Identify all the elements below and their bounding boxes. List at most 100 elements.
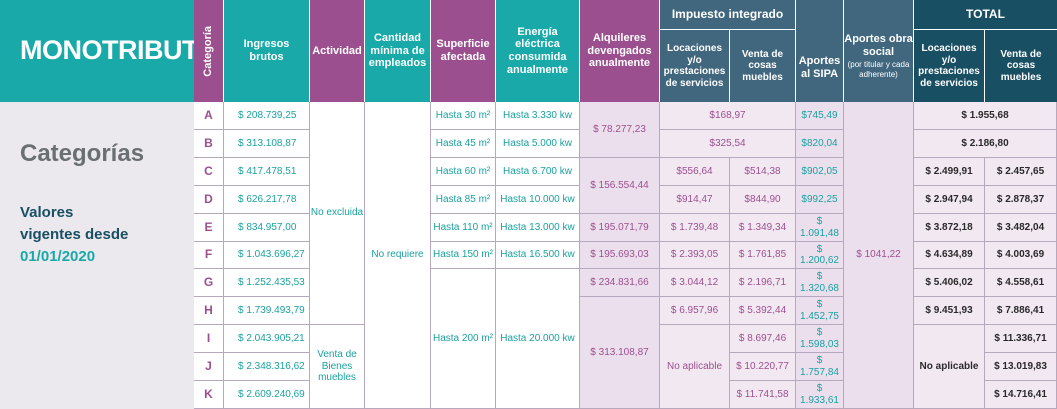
- ingresos-value: $ 417.478,51: [224, 158, 310, 186]
- header-total: TOTAL: [914, 0, 1057, 30]
- sipa-value: $ 1.320,68: [796, 269, 844, 297]
- category-letter: B: [194, 130, 224, 158]
- header-empleados: Cantidad mínima de empleados: [365, 0, 431, 102]
- vigentes-line1: Valores: [20, 204, 74, 221]
- header-actividad: Actividad: [310, 0, 365, 102]
- sipa-value: $ 1.091,48: [796, 214, 844, 242]
- imp-venta-value: $ 8.697,46: [730, 325, 796, 353]
- category-letter: J: [194, 353, 224, 381]
- vigentes-line2: vigentes desde: [20, 226, 129, 243]
- empleados-no-requiere: No requiere: [365, 102, 431, 409]
- header-obra-social: Aportes obra social (por titular y cada …: [844, 0, 914, 102]
- energia-value: Hasta 20.000 kw: [496, 269, 580, 409]
- obra-social-value: $ 1041,22: [844, 102, 914, 409]
- sipa-value: $745,49: [796, 102, 844, 130]
- alquileres-value: $ 234.831,66: [580, 269, 660, 297]
- superficie-value: Hasta 30 m²: [431, 102, 496, 130]
- header-superficie: Superficie afectada: [431, 0, 496, 102]
- imp-venta-value: $514,38: [730, 158, 796, 186]
- ingresos-value: $ 313.108,87: [224, 130, 310, 158]
- header-alquileres: Alquileres devengados anualmente: [580, 0, 660, 102]
- alquileres-value: $ 156.554,44: [580, 158, 660, 214]
- obra-social-title: Aportes obra social: [844, 33, 913, 58]
- tot-locaciones-value: $ 5.406,02: [914, 269, 985, 297]
- category-letter: C: [194, 158, 224, 186]
- tot-venta-value: $ 2.457,65: [985, 158, 1057, 186]
- actividad-venta-line: Bienes: [321, 360, 353, 372]
- tot-shared-value: $ 2.186,80: [914, 130, 1057, 158]
- tot-venta-value: $ 7.886,41: [985, 297, 1057, 325]
- tot-locaciones-value: $ 2.499,91: [914, 158, 985, 186]
- category-letter: E: [194, 214, 224, 242]
- ingresos-value: $ 1.252.435,53: [224, 269, 310, 297]
- superficie-value: Hasta 110 m²: [431, 214, 496, 242]
- sipa-value: $820,04: [796, 130, 844, 158]
- category-letter: A: [194, 102, 224, 130]
- imp-venta-value: $ 10.220,77: [730, 353, 796, 381]
- sipa-value: $ 1.200,62: [796, 242, 844, 269]
- alquileres-value: $ 195.071,79: [580, 214, 660, 242]
- tot-venta-value: $ 11.336,71: [985, 325, 1057, 353]
- tot-venta-value: $ 2.878,37: [985, 186, 1057, 214]
- tot-locaciones-value: $ 2.947,94: [914, 186, 985, 214]
- actividad-venta-line: muebles: [318, 372, 356, 384]
- category-letter: H: [194, 297, 224, 325]
- actividad-venta-line: Venta de: [317, 349, 357, 361]
- ingresos-value: $ 1.739.493,79: [224, 297, 310, 325]
- vigentes-label: Valores vigentes desde 01/01/2020: [20, 202, 128, 268]
- side-panel: Categorías Valores vigentes desde 01/01/…: [0, 102, 194, 409]
- energia-value: Hasta 10.000 kw: [496, 186, 580, 214]
- header-energia: Energía eléctrica consumida anualmente: [496, 0, 580, 102]
- tot-venta-value: $ 4.003,69: [985, 242, 1057, 269]
- energia-value: Hasta 6.700 kw: [496, 158, 580, 186]
- vigentes-date: 01/01/2020: [20, 248, 96, 265]
- imp-venta-value: $ 1.761,85: [730, 242, 796, 269]
- header-imp-locaciones: Locaciones y/o prestaciones de servicios: [660, 30, 730, 102]
- category-letter: I: [194, 325, 224, 353]
- sipa-value: $992,25: [796, 186, 844, 214]
- sipa-value: $ 1.598,03: [796, 325, 844, 353]
- tot-shared-value: $ 1.955,68: [914, 102, 1057, 130]
- energia-value: Hasta 3.330 kw: [496, 102, 580, 130]
- imp-locaciones-value: $ 6.957,96: [660, 297, 730, 325]
- imp-venta-value: $ 5.392,44: [730, 297, 796, 325]
- tot-no-aplicable: No aplicable: [914, 325, 985, 409]
- imp-locaciones-value: $ 1.739,48: [660, 214, 730, 242]
- header-tot-locaciones: Locaciones y/o prestaciones de servicios: [914, 30, 985, 102]
- header-imp-venta: Venta de cosas muebles: [730, 30, 796, 102]
- category-letter: F: [194, 242, 224, 269]
- ingresos-value: $ 2.348.316,62: [224, 353, 310, 381]
- header-aportes-sipa: Aportes al SIPA: [796, 0, 844, 102]
- sipa-value: $ 1.757,84: [796, 353, 844, 381]
- brand-banner: MONOTRIBUTO: [0, 0, 219, 102]
- superficie-value: Hasta 45 m²: [431, 130, 496, 158]
- energia-value: Hasta 13.000 kw: [496, 214, 580, 242]
- categorias-heading: Categorías: [20, 140, 145, 167]
- tot-venta-value: $ 3.482,04: [985, 214, 1057, 242]
- imp-locaciones-value: $ 3.044,12: [660, 269, 730, 297]
- sipa-value: $ 1.933,61: [796, 381, 844, 409]
- tot-locaciones-value: $ 3.872,18: [914, 214, 985, 242]
- tot-venta-value: $ 13.019,83: [985, 353, 1057, 381]
- superficie-value: Hasta 150 m²: [431, 242, 496, 269]
- imp-venta-value: $ 2.196,71: [730, 269, 796, 297]
- header-impuesto-integrado: Impuesto integrado: [660, 0, 796, 30]
- actividad-venta-bienes: Venta de Bienes muebles: [310, 325, 365, 409]
- imp-venta-value: $844,90: [730, 186, 796, 214]
- ingresos-value: $ 2.043.905,21: [224, 325, 310, 353]
- brand-title: MONOTRIBUTO: [20, 35, 219, 66]
- alquileres-value: $ 195.693,03: [580, 242, 660, 269]
- category-letter: K: [194, 381, 224, 409]
- header-ingresos: Ingresos brutos: [224, 0, 310, 102]
- tot-locaciones-value: $ 4.634,89: [914, 242, 985, 269]
- sipa-value: $902,05: [796, 158, 844, 186]
- superficie-value: Hasta 200 m²: [431, 269, 496, 409]
- category-letter: D: [194, 186, 224, 214]
- tot-locaciones-value: $ 9.451,93: [914, 297, 985, 325]
- imp-shared-value: $325,54: [660, 130, 796, 158]
- tot-venta-value: $ 4.558,61: [985, 269, 1057, 297]
- imp-no-aplicable: No aplicable: [660, 325, 730, 409]
- actividad-no-excluida: No excluida: [310, 102, 365, 325]
- alquileres-value: $ 78.277,23: [580, 102, 660, 158]
- imp-shared-value: $168,97: [660, 102, 796, 130]
